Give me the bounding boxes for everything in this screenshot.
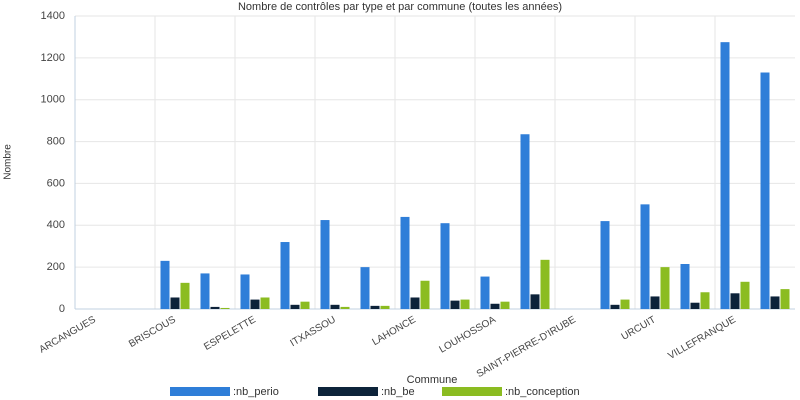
x-tick-label: BRISCOUS [127,314,178,350]
x-tick-label: ARCANGUES [37,314,98,355]
bar [760,72,770,309]
bar [780,289,790,309]
legend-swatch [442,387,502,396]
bar [240,274,250,309]
y-tick-label: 1200 [41,52,65,64]
legend-swatch [170,387,230,396]
bar [530,294,540,309]
y-tick-label: 1400 [41,10,65,22]
bar [200,273,210,309]
bar [170,297,180,309]
bar [300,301,310,309]
x-tick-label: ITXASSOU [289,314,338,349]
x-tick-label: VILLEFRANQUE [666,314,738,362]
bar [600,221,610,309]
y-tick-label: 0 [59,303,65,315]
bar [180,282,190,309]
bar [720,42,730,310]
bar [420,280,430,309]
x-tick-label: ESPELETTE [202,314,258,353]
bar [320,220,330,309]
bar [460,299,470,309]
bar [700,292,710,309]
bar [290,304,300,309]
bar [480,276,490,309]
bar [770,296,780,309]
y-tick-label: 800 [47,135,65,147]
bar [370,305,380,309]
bar [210,306,220,309]
legend-label: :nb_perio [233,386,279,398]
legend-swatch [318,387,378,396]
bar [520,134,530,309]
bar [440,223,450,309]
y-tick-label: 600 [47,177,65,189]
y-axis-label: Nombre [3,144,14,180]
bar [540,259,550,309]
bar [400,216,410,309]
bar [330,304,340,309]
bar [620,299,630,309]
x-tick-label: LAHONCE [370,314,418,348]
x-tick-label: LOUHOSSOA [437,314,498,355]
bar [680,264,690,309]
bar [500,301,510,309]
y-tick-label: 400 [47,219,65,231]
bar [160,260,170,309]
bar [450,300,460,309]
bar [260,297,270,309]
bar [490,303,500,309]
bar [410,297,420,309]
x-axis-label: Commune [407,374,458,386]
y-tick-label: 1000 [41,94,65,106]
bar [640,204,650,309]
chart-title: Nombre de contrôles par type et par comm… [238,1,562,13]
bar [340,306,350,309]
bar [360,267,370,309]
bar [740,281,750,309]
bar [280,242,290,309]
legend-label: :nb_be [381,386,415,398]
y-tick-label: 200 [47,261,65,273]
bar [730,293,740,309]
bar [610,304,620,309]
bar [250,299,260,309]
bar [650,296,660,309]
bar [660,267,670,309]
legend-label: :nb_conception [505,386,580,398]
bar [690,302,700,309]
bar [380,305,390,309]
bar [220,307,230,309]
x-tick-label: URCUIT [620,314,658,342]
